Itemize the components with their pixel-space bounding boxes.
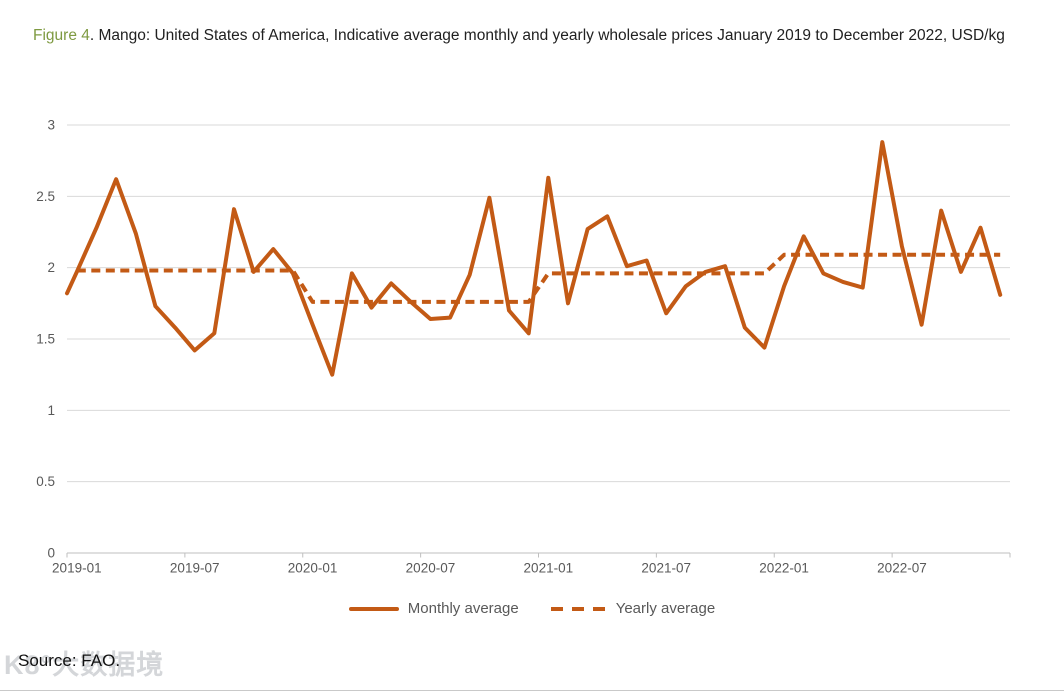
x-axis bbox=[66, 552, 1011, 558]
x-axis-labels: 2019-01 2019-07 2020-01 2020-07 2021-01 2021-… bbox=[52, 561, 927, 576]
figure-title: Figure 4. Mango: United States of Americ… bbox=[33, 24, 1042, 49]
watermark-text: K8°大数据境 bbox=[4, 650, 165, 680]
yearly-average-line bbox=[76, 252, 1001, 304]
svg-text:1: 1 bbox=[47, 403, 55, 418]
legend-label-yearly: Yearly average bbox=[615, 600, 716, 617]
legend-label-monthly: Monthly average bbox=[407, 600, 519, 617]
legend-item-monthly-average: Monthly average bbox=[348, 600, 519, 617]
solid-line-swatch-icon bbox=[348, 606, 399, 611]
svg-text:2.5: 2.5 bbox=[36, 189, 55, 204]
svg-text:2019-07: 2019-07 bbox=[170, 561, 220, 576]
svg-text:2020-07: 2020-07 bbox=[406, 561, 456, 576]
dashed-line-swatch-icon bbox=[550, 606, 607, 611]
legend-item-yearly-average: Yearly average bbox=[550, 600, 716, 617]
svg-text:3: 3 bbox=[47, 118, 55, 133]
figure-number-label: Figure 4 bbox=[33, 26, 90, 44]
figure-title-text: . Mango: United States of America, Indic… bbox=[89, 26, 1005, 44]
bottom-divider bbox=[0, 690, 1064, 691]
source-note: Source: FAO. bbox=[18, 651, 121, 670]
gridlines bbox=[67, 124, 1010, 483]
y-axis-labels: 0 0.5 1 1.5 2 2.5 3 bbox=[36, 118, 55, 561]
svg-text:2022-07: 2022-07 bbox=[877, 561, 927, 576]
monthly-average-line bbox=[65, 140, 1003, 377]
svg-text:2022-01: 2022-01 bbox=[759, 561, 809, 576]
svg-text:2019-01: 2019-01 bbox=[52, 561, 102, 576]
svg-text:2020-01: 2020-01 bbox=[288, 561, 338, 576]
svg-text:2021-07: 2021-07 bbox=[641, 561, 691, 576]
chart-legend: Monthly average Yearly average bbox=[0, 600, 1064, 617]
svg-text:2: 2 bbox=[47, 260, 55, 275]
svg-text:0: 0 bbox=[47, 546, 55, 561]
svg-text:2021-01: 2021-01 bbox=[524, 561, 574, 576]
svg-text:0.5: 0.5 bbox=[36, 474, 55, 489]
svg-text:1.5: 1.5 bbox=[36, 332, 55, 347]
